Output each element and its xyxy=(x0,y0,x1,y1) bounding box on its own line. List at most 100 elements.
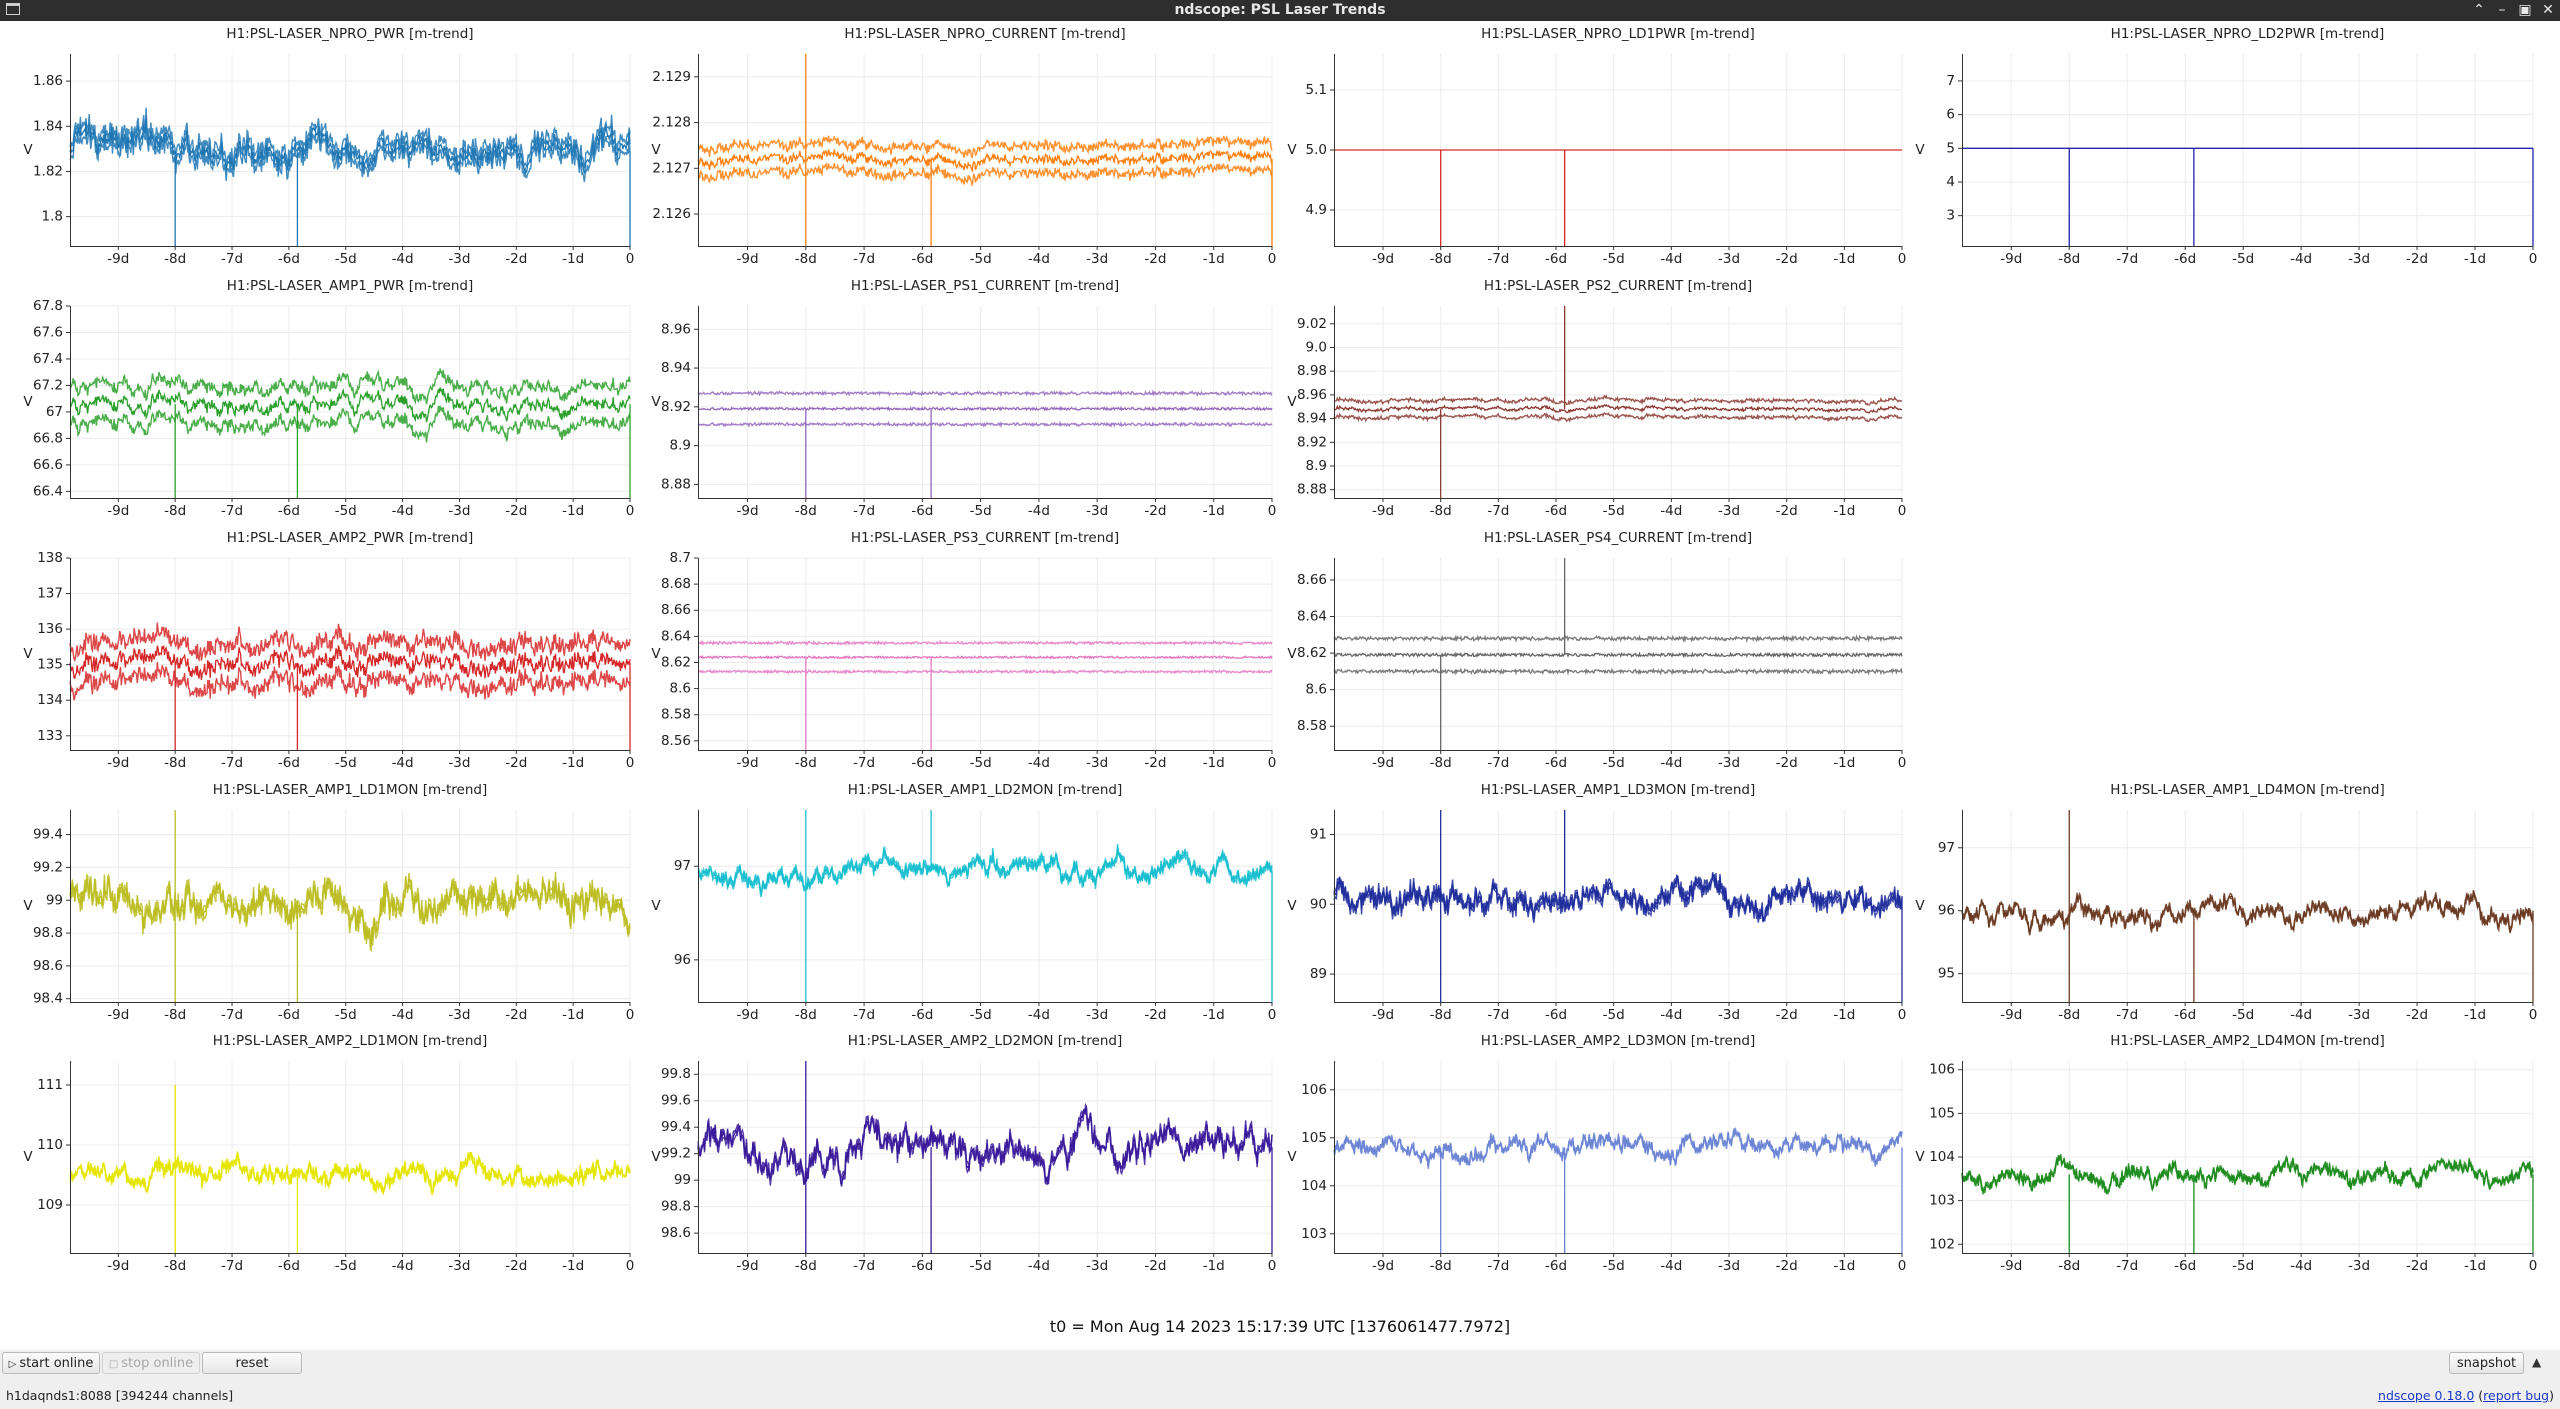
y-tick-label: 99.8 xyxy=(661,1066,691,1082)
x-tick-label: -1d xyxy=(562,1007,584,1023)
plot-3[interactable]: -9d -8d -7d -6d -5d -4d -3d -2d -1d 0 4.9 5.0 5.1 V xyxy=(1287,54,1906,270)
y-tick-label: 66.6 xyxy=(33,457,63,473)
x-tick-label: -9d xyxy=(107,1258,129,1274)
trace-max xyxy=(697,135,1273,159)
x-tick-label: 0 xyxy=(1898,755,1907,771)
plot-13[interactable]: -9d -8d -7d -6d -5d -4d -3d -2d -1d 0 89 90 91 V xyxy=(1287,810,1906,1026)
x-tick-label: -7d xyxy=(853,503,875,519)
y-axis-label: V xyxy=(1287,898,1297,914)
window-titlebar: ndscope: PSL Laser Trends ⌃ – ▣ ✕ xyxy=(0,0,2560,21)
x-tick-label: -3d xyxy=(1086,1258,1108,1274)
collapse-arrow-icon[interactable]: ▲ xyxy=(2532,1355,2542,1369)
x-tick-label: -7d xyxy=(221,251,243,267)
x-tick-label: -3d xyxy=(1086,755,1108,771)
x-tick-label: 0 xyxy=(626,503,635,519)
plot-8[interactable]: -9d -8d -7d -6d -5d -4d -3d -2d -1d 0 133 134 135 136… xyxy=(23,550,634,774)
x-tick-label: -3d xyxy=(448,503,470,519)
y-tick-label: 8.58 xyxy=(661,707,691,723)
trace-mean xyxy=(1333,1130,1903,1168)
trace-min xyxy=(69,405,631,443)
x-tick-label: -4d xyxy=(1028,503,1050,519)
x-tick-label: 0 xyxy=(626,1007,635,1023)
x-tick-label: -7d xyxy=(221,1258,243,1274)
window-keep-above-icon[interactable]: ⌃ xyxy=(2473,2,2485,18)
y-tick-label: 99.4 xyxy=(33,827,63,843)
y-tick-label: 8.98 xyxy=(1297,363,1327,379)
plot-10[interactable]: -9d -8d -7d -6d -5d -4d -3d -2d -1d 0 8.58 8.6 8.62 8… xyxy=(1287,558,1906,774)
x-tick-label: -3d xyxy=(1718,251,1740,267)
y-tick-label: 135 xyxy=(37,657,63,673)
plot-title: H1:PSL-LASER_AMP2_LD3MON [m-trend] xyxy=(1480,1033,1756,1049)
x-tick-label: -3d xyxy=(1718,503,1740,519)
x-tick-label: -4d xyxy=(1660,1007,1682,1023)
y-tick-label: 8.88 xyxy=(1297,482,1327,498)
x-tick-label: -2d xyxy=(1776,1258,1798,1274)
y-axis-label: V xyxy=(1287,394,1297,410)
y-tick-label: 8.64 xyxy=(1297,609,1327,625)
y-tick-label: 138 xyxy=(37,550,63,566)
plot-title: H1:PSL-LASER_PS4_CURRENT [m-trend] xyxy=(1483,530,1753,546)
reset-button[interactable]: reset xyxy=(202,1352,302,1374)
x-tick-label: -7d xyxy=(853,1007,875,1023)
stop-online-button[interactable]: □ stop online xyxy=(102,1352,200,1374)
x-tick-label: -8d xyxy=(1430,251,1452,267)
y-tick-label: 98.8 xyxy=(661,1199,691,1215)
x-tick-label: -2d xyxy=(505,1007,527,1023)
start-online-button[interactable]: ▷ start online xyxy=(2,1352,100,1374)
plot-9[interactable]: -9d -8d -7d -6d -5d -4d -3d -2d -1d 08.568.588.68… xyxy=(651,550,1276,774)
x-tick-label: -6d xyxy=(278,503,300,519)
window-app-icon[interactable] xyxy=(6,3,20,15)
plot-7[interactable]: -9d -8d -7d -6d -5d -4d -3d -2d -1d 0 8.88 8.9 8.92 8… xyxy=(1287,306,1906,522)
version-link[interactable]: ndscope 0.18.0 xyxy=(2378,1388,2475,1403)
window-minimize-icon[interactable]: – xyxy=(2498,2,2506,18)
y-tick-label: 6 xyxy=(1946,107,1955,123)
x-tick-label: -1d xyxy=(1833,755,1855,771)
plot-1[interactable]: -9d -8d -7d -6d -5d -4d -3d -2d -1d 0 1.8 1.82 1.84 1… xyxy=(23,54,634,270)
y-tick-label: 8.6 xyxy=(1306,682,1327,698)
plot-16[interactable]: -9d -8d -7d -6d -5d -4d -3d -2d -1d 0 98.6 98.8 99 99… xyxy=(651,1061,1276,1277)
x-tick-label: -1d xyxy=(1833,503,1855,519)
x-tick-label: -7d xyxy=(2116,1258,2138,1274)
plot-5[interactable]: -9d -8d -7d -6d -5d -4d -3d -2d -1d 0 66.4 66.6 66.8… xyxy=(23,298,634,522)
y-tick-label: 136 xyxy=(37,621,63,637)
control-bar: ▷ start online □ stop online reset snapsho… xyxy=(0,1350,2560,1378)
x-tick-label: -3d xyxy=(448,1007,470,1023)
x-tick-label: -5d xyxy=(1603,251,1625,267)
plot-6[interactable]: -9d -8d -7d -6d -5d -4d -3d -2d -1d 0 8.88 8.9 8.92 8… xyxy=(651,306,1276,522)
trace-max xyxy=(1333,1127,1903,1168)
x-tick-label: -2d xyxy=(1144,755,1166,771)
y-tick-label: 1.84 xyxy=(33,118,63,134)
y-tick-label: 89 xyxy=(1310,966,1327,982)
report-bug-link[interactable]: report bug xyxy=(2483,1388,2550,1403)
x-tick-label: -3d xyxy=(1718,755,1740,771)
plot-grid[interactable]: H1:PSL-LASER_NPRO_PWR [m-trend] -9d -8d -7d… xyxy=(0,21,2560,1346)
plot-11[interactable]: -9d -8d -7d -6d -5d -4d -3d -2d -1d 0 98.4 98.6 98.8… xyxy=(23,810,634,1026)
x-tick-label: -5d xyxy=(970,1007,992,1023)
x-tick-label: -5d xyxy=(1603,755,1625,771)
x-tick-label: 0 xyxy=(1898,251,1907,267)
y-tick-label: 67.8 xyxy=(33,298,63,314)
x-tick-label: -9d xyxy=(1372,1258,1394,1274)
y-tick-label: 8.9 xyxy=(1306,458,1327,474)
x-tick-label: -2d xyxy=(1776,503,1798,519)
y-axis-label: V xyxy=(1287,142,1297,158)
plot-title: H1:PSL-LASER_AMP1_LD4MON [m-trend] xyxy=(2110,782,2385,798)
window-close-icon[interactable]: ✕ xyxy=(2542,2,2554,18)
window-maximize-icon[interactable]: ▣ xyxy=(2518,2,2532,18)
y-tick-label: 99 xyxy=(46,892,63,908)
plot-17[interactable]: -9d -8d -7d -6d -5d -4d -3d -2d -1d 0 103 104 105 106… xyxy=(1287,1061,1906,1277)
plot-4[interactable]: -9d -8d -7d -6d -5d -4d -3d -2d -1d 0 3 4 5 6 7 V xyxy=(1915,54,2537,270)
x-tick-label: -6d xyxy=(1545,1007,1567,1023)
snapshot-button[interactable]: snapshot xyxy=(2449,1352,2524,1374)
x-tick-label: -6d xyxy=(2174,251,2196,267)
x-tick-label: -8d xyxy=(795,1007,817,1023)
x-tick-label: -4d xyxy=(392,755,414,771)
plot-18[interactable]: -9d -8d -7d -6d -5d -4d -3d -2d -1d 0 102 103 104 105… xyxy=(1915,1061,2537,1277)
plot-2[interactable]: -9d -8d -7d -6d -5d -4d -3d -2d -1d 0 2.126 2.127 2.… xyxy=(651,54,1276,270)
plot-15[interactable]: -9d -8d -7d -6d -5d -4d -3d -2d -1d 0 109 110 111 V xyxy=(23,1061,634,1277)
plot-14[interactable]: -9d -8d -7d -6d -5d -4d -3d -2d -1d 0 95 96 97 V xyxy=(1915,810,2537,1026)
y-tick-label: 8.62 xyxy=(661,654,691,670)
status-bar: h1daqnds1:8088 [394244 channels] ndscope… xyxy=(0,1378,2560,1409)
x-tick-label: -7d xyxy=(1487,503,1509,519)
plot-12[interactable]: -9d -8d -7d -6d -5d -4d -3d -2d -1d 0 96 97 V xyxy=(651,810,1276,1026)
